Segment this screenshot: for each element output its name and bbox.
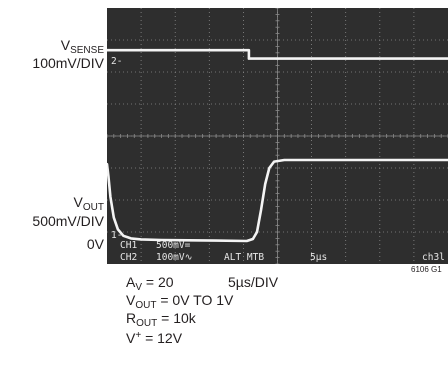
vout-cond-symbol: V	[126, 292, 136, 308]
vout-cond-value: = 0V TO 1V	[156, 292, 234, 308]
vout-scale-label: 500mV/DIV	[32, 213, 104, 229]
vsense-symbol: V	[60, 37, 71, 53]
trace-vout	[107, 158, 448, 243]
trigger-readout: ch3l	[422, 252, 445, 263]
trace-vsense	[107, 48, 448, 60]
gain-symbol: A	[126, 274, 136, 290]
vsense-subscript: SENSE	[70, 45, 104, 56]
supply-superscript: +	[135, 330, 142, 341]
scope-grid	[107, 8, 448, 264]
scope-screen: 2- 1- CH1 500mV= CH2 100mV∿ ALT MTB 5µs …	[107, 8, 448, 264]
zero-volt-label: 0V	[86, 236, 104, 252]
condition-rout: ROUT = 10k	[126, 310, 196, 332]
ch2-readout-label: CH2	[120, 252, 137, 263]
condition-timebase: 5µs/DIV	[228, 274, 279, 290]
condition-supply: V+ = 12V	[126, 328, 182, 346]
figure-number: 6106 G1	[411, 265, 442, 274]
vout-symbol: V	[73, 194, 83, 210]
rout-subscript: OUT	[136, 318, 158, 329]
vout-cond-subscript: OUT	[135, 300, 157, 311]
rout-symbol: R	[126, 310, 137, 326]
supply-value: = 12V	[141, 330, 183, 346]
ch2-ground-marker: 2-	[111, 56, 122, 67]
scope-traces	[107, 48, 448, 243]
condition-vout: VOUT = 0V TO 1V	[126, 292, 233, 314]
vsense-label: VSENSE	[61, 37, 104, 59]
supply-symbol: V	[126, 330, 136, 346]
gain-subscript: V	[135, 282, 143, 293]
vout-label: VOUT	[74, 194, 104, 216]
condition-gain: AV = 20	[126, 274, 174, 296]
vout-subscript: OUT	[82, 202, 104, 213]
ch1-readout-label: CH1	[120, 240, 137, 251]
gain-value: = 20	[142, 274, 174, 290]
timebase-readout: 5µs	[310, 252, 327, 263]
ch1-readout-scale: 500mV=	[156, 240, 191, 251]
vsense-scale-label: 100mV/DIV	[32, 55, 104, 71]
rout-value: = 10k	[157, 310, 196, 326]
timebase-mode-readout: ALT MTB	[224, 252, 264, 263]
ch1-ground-marker: 1-	[111, 230, 122, 241]
ch2-readout-scale: 100mV∿	[156, 252, 193, 263]
